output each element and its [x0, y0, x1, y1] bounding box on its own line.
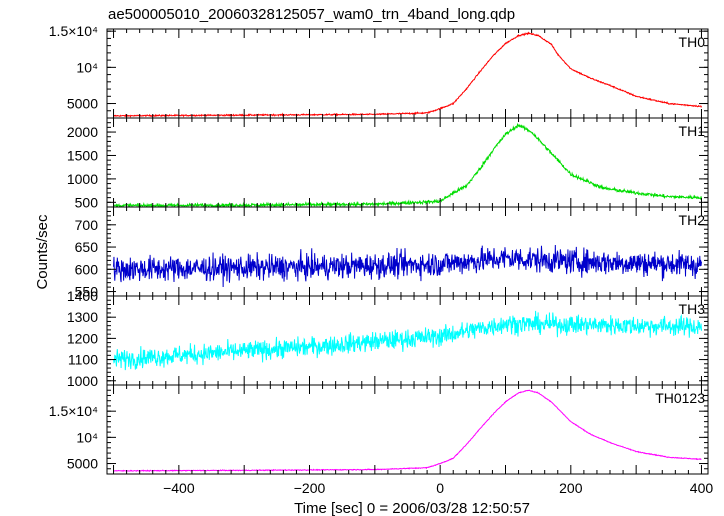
panel-label-th0: TH0: [679, 34, 706, 50]
x-tick-label: 200: [559, 480, 583, 496]
x-tick-label: −400: [163, 480, 195, 496]
y-tick-label: 5000: [67, 456, 98, 472]
series-line-th2: [113, 245, 702, 287]
y-tick-label: 1200: [67, 330, 98, 346]
panel-th1: 500 1000 1500 2000 TH1: [67, 117, 709, 210]
y-tick-label: 1400: [67, 288, 98, 304]
panel-frame: [106, 117, 709, 208]
panel-th3: 1000 1100 1200 1300 1400 TH3: [67, 288, 709, 389]
series-line-th3: [113, 310, 702, 371]
panel-th2: 550 600 650 700 TH2: [75, 206, 709, 300]
y-tick-label: 550: [75, 284, 99, 300]
panel-th0: 5000 10⁴ 1.5×10⁴ TH0: [49, 23, 709, 119]
y-tick-label: 1.5×10⁴: [49, 403, 98, 419]
y-tick-label: 1.5×10⁴: [49, 23, 98, 39]
y-tick-label: 600: [75, 261, 99, 277]
y-tick-label: 2000: [67, 124, 98, 140]
y-tick-label: 10⁴: [76, 59, 98, 75]
panel-label-th2: TH2: [679, 212, 706, 228]
y-axis-label: Counts/sec: [34, 214, 51, 290]
y-tick-label: 1100: [68, 352, 98, 368]
panel-label-th3: TH3: [679, 301, 706, 317]
series-line-th0123: [113, 389, 702, 473]
y-tick-label: 1000: [67, 171, 98, 187]
y-tick-label: 650: [75, 239, 99, 255]
panel-label-th0123: TH0123: [655, 390, 705, 406]
y-tick-label: 500: [75, 194, 99, 210]
y-tick-label: 5000: [67, 96, 98, 112]
x-tick-label: −200: [294, 480, 326, 496]
x-tick-label: 0: [436, 480, 444, 496]
x-tick-label: 400: [690, 480, 714, 496]
panel-label-th1: TH1: [679, 123, 706, 139]
y-tick-label: 10⁴: [76, 429, 98, 445]
panel-th0123: 5000 10⁴ 1.5×10⁴ TH0123: [49, 384, 709, 475]
y-tick-label: 1300: [67, 309, 98, 325]
x-tick-labels: −400 −200 0 200 400: [163, 480, 713, 496]
series-line-th0: [113, 31, 702, 118]
chart-title: ae500005010_20060328125057_wam0_trn_4ban…: [108, 6, 515, 23]
y-tick-label: 1500: [67, 147, 98, 163]
panel-frame: [106, 28, 709, 119]
panel-frame: [106, 206, 709, 297]
panel-frame: [106, 384, 709, 475]
series-line-th1: [113, 122, 702, 208]
y-tick-label: 1000: [67, 373, 98, 389]
y-tick-label: 700: [75, 217, 99, 233]
x-axis-label: Time [sec] 0 = 2006/03/28 12:50:57: [294, 500, 530, 516]
